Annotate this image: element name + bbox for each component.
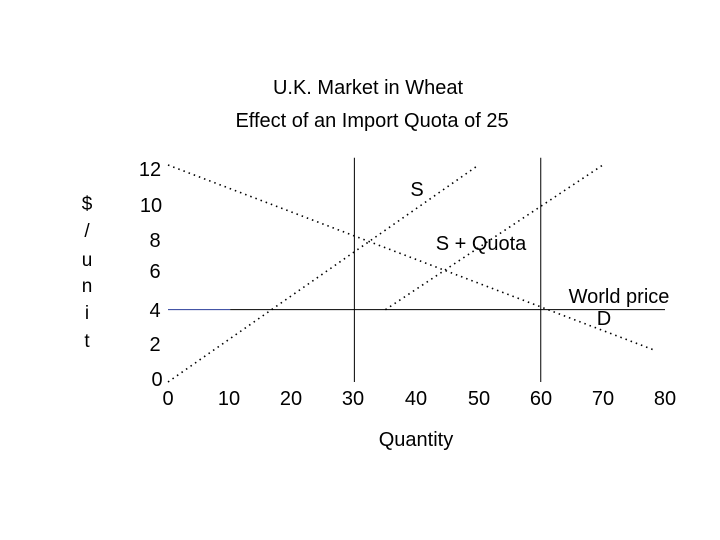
y-axis-label-char: / [84, 221, 90, 242]
x-tick-label: 50 [468, 388, 490, 410]
plot-area [167, 157, 665, 383]
supply-quota-curve-label: S + Quota [436, 233, 527, 255]
x-axis-label: Quantity [379, 429, 453, 451]
y-tick-label: 10 [140, 195, 162, 217]
y-axis-label: $ / u n i t [82, 194, 93, 352]
supply-curve-label: S [410, 179, 423, 201]
x-tick-label: 60 [530, 388, 552, 410]
chart-title: U.K. Market in Wheat [273, 77, 464, 99]
y-tick-label: 6 [149, 261, 160, 283]
y-axis-label-char: n [82, 276, 93, 297]
y-axis-label-char: t [84, 331, 90, 352]
world-price-label: World price [569, 286, 670, 308]
x-tick-label: 20 [280, 388, 302, 410]
y-tick-label: 0 [151, 369, 162, 391]
y-tick-label: 4 [149, 300, 160, 322]
x-tick-label: 30 [342, 388, 364, 410]
y-tick-labels: 0 2 4 6 8 10 12 [139, 159, 163, 391]
x-tick-label: 70 [592, 388, 614, 410]
supply-curve [167, 164, 480, 383]
y-axis-label-char: $ [82, 194, 93, 215]
demand-curve-label: D [597, 308, 611, 330]
y-tick-label: 12 [139, 159, 161, 181]
y-axis-label-char: u [82, 250, 93, 271]
chart-subtitle: Effect of an Import Quota of 25 [235, 110, 508, 132]
x-tick-label: 10 [218, 388, 240, 410]
x-tick-label: 80 [654, 388, 676, 410]
x-tick-labels: 0 10 20 30 40 50 60 70 80 [162, 388, 676, 410]
y-tick-label: 8 [149, 230, 160, 252]
y-tick-label: 2 [149, 334, 160, 356]
y-axis-label-char: i [85, 303, 89, 324]
x-tick-label: 40 [405, 388, 427, 410]
demand-curve [167, 164, 653, 351]
x-tick-label: 0 [162, 388, 173, 410]
